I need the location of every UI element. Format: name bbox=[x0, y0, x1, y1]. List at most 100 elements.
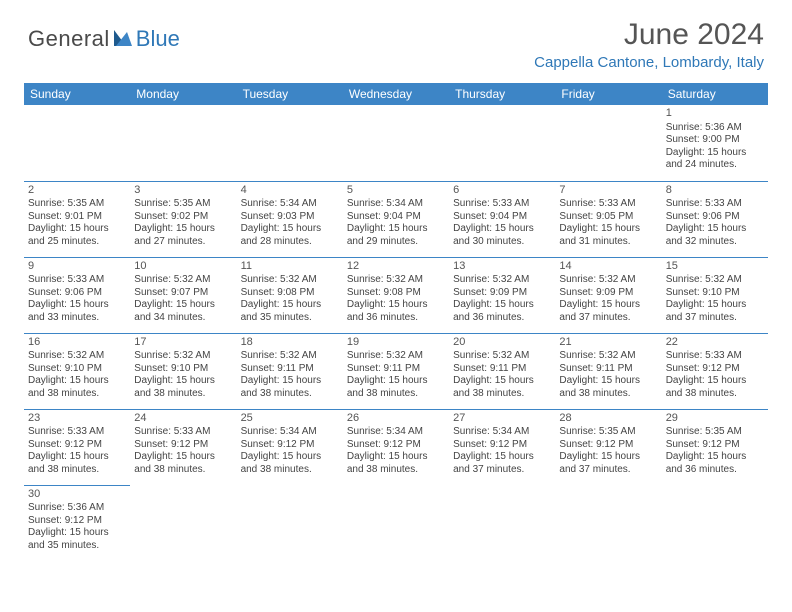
daylight-line-1: Daylight: 15 hours bbox=[241, 299, 339, 312]
calendar-cell bbox=[130, 105, 236, 181]
calendar-cell: 25Sunrise: 5:34 AMSunset: 9:12 PMDayligh… bbox=[237, 409, 343, 485]
sunset-line: Sunset: 9:12 PM bbox=[666, 439, 764, 452]
day-number: 22 bbox=[666, 336, 764, 350]
day-number: 14 bbox=[559, 260, 657, 274]
sunset-line: Sunset: 9:11 PM bbox=[559, 363, 657, 376]
sunrise-line: Sunrise: 5:32 AM bbox=[453, 274, 551, 287]
day-number: 11 bbox=[241, 260, 339, 274]
calendar-cell bbox=[237, 485, 343, 561]
daylight-line-2: and 36 minutes. bbox=[666, 464, 764, 477]
calendar-cell bbox=[343, 105, 449, 181]
sunrise-line: Sunrise: 5:36 AM bbox=[666, 122, 764, 135]
day-number: 1 bbox=[666, 107, 764, 121]
daylight-line-1: Daylight: 15 hours bbox=[347, 451, 445, 464]
calendar-cell bbox=[130, 485, 236, 561]
day-number: 13 bbox=[453, 260, 551, 274]
day-number: 10 bbox=[134, 260, 232, 274]
daylight-line-1: Daylight: 15 hours bbox=[241, 451, 339, 464]
daylight-line-2: and 32 minutes. bbox=[666, 236, 764, 249]
calendar-cell: 20Sunrise: 5:32 AMSunset: 9:11 PMDayligh… bbox=[449, 333, 555, 409]
daylight-line-2: and 30 minutes. bbox=[453, 236, 551, 249]
sunrise-line: Sunrise: 5:32 AM bbox=[241, 350, 339, 363]
brand-text-2: Blue bbox=[136, 26, 180, 52]
calendar-cell: 24Sunrise: 5:33 AMSunset: 9:12 PMDayligh… bbox=[130, 409, 236, 485]
calendar-cell: 14Sunrise: 5:32 AMSunset: 9:09 PMDayligh… bbox=[555, 257, 661, 333]
calendar-cell: 9Sunrise: 5:33 AMSunset: 9:06 PMDaylight… bbox=[24, 257, 130, 333]
sunset-line: Sunset: 9:12 PM bbox=[134, 439, 232, 452]
calendar-cell bbox=[237, 105, 343, 181]
day-number: 2 bbox=[28, 184, 126, 198]
daylight-line-1: Daylight: 15 hours bbox=[559, 299, 657, 312]
brand-text-1: General bbox=[28, 26, 110, 52]
daylight-line-1: Daylight: 15 hours bbox=[666, 451, 764, 464]
daylight-line-1: Daylight: 15 hours bbox=[134, 299, 232, 312]
calendar-cell bbox=[24, 105, 130, 181]
daylight-line-1: Daylight: 15 hours bbox=[28, 527, 126, 540]
location-subtitle: Cappella Cantone, Lombardy, Italy bbox=[534, 54, 764, 71]
day-number: 21 bbox=[559, 336, 657, 350]
day-number: 20 bbox=[453, 336, 551, 350]
daylight-line-2: and 38 minutes. bbox=[453, 388, 551, 401]
weekday-header: Tuesday bbox=[237, 83, 343, 105]
day-number: 9 bbox=[28, 260, 126, 274]
sunset-line: Sunset: 9:00 PM bbox=[666, 134, 764, 147]
sunset-line: Sunset: 9:09 PM bbox=[453, 287, 551, 300]
daylight-line-2: and 34 minutes. bbox=[134, 312, 232, 325]
day-number: 19 bbox=[347, 336, 445, 350]
day-number: 28 bbox=[559, 412, 657, 426]
daylight-line-1: Daylight: 15 hours bbox=[453, 451, 551, 464]
calendar-cell: 18Sunrise: 5:32 AMSunset: 9:11 PMDayligh… bbox=[237, 333, 343, 409]
weekday-header: Wednesday bbox=[343, 83, 449, 105]
sunset-line: Sunset: 9:10 PM bbox=[134, 363, 232, 376]
sunset-line: Sunset: 9:02 PM bbox=[134, 211, 232, 224]
sunset-line: Sunset: 9:01 PM bbox=[28, 211, 126, 224]
sunset-line: Sunset: 9:09 PM bbox=[559, 287, 657, 300]
calendar-header-row: SundayMondayTuesdayWednesdayThursdayFrid… bbox=[24, 83, 768, 105]
daylight-line-2: and 37 minutes. bbox=[559, 312, 657, 325]
calendar-cell: 7Sunrise: 5:33 AMSunset: 9:05 PMDaylight… bbox=[555, 181, 661, 257]
daylight-line-1: Daylight: 15 hours bbox=[134, 223, 232, 236]
sunset-line: Sunset: 9:10 PM bbox=[28, 363, 126, 376]
daylight-line-2: and 33 minutes. bbox=[28, 312, 126, 325]
weekday-header: Saturday bbox=[662, 83, 768, 105]
daylight-line-1: Daylight: 15 hours bbox=[347, 299, 445, 312]
daylight-line-1: Daylight: 15 hours bbox=[559, 375, 657, 388]
sunrise-line: Sunrise: 5:36 AM bbox=[28, 502, 126, 515]
sunset-line: Sunset: 9:10 PM bbox=[666, 287, 764, 300]
daylight-line-1: Daylight: 15 hours bbox=[559, 451, 657, 464]
daylight-line-1: Daylight: 15 hours bbox=[666, 299, 764, 312]
daylight-line-2: and 37 minutes. bbox=[559, 464, 657, 477]
sunrise-line: Sunrise: 5:33 AM bbox=[666, 198, 764, 211]
sunrise-line: Sunrise: 5:33 AM bbox=[134, 426, 232, 439]
day-number: 26 bbox=[347, 412, 445, 426]
day-number: 5 bbox=[347, 184, 445, 198]
daylight-line-2: and 38 minutes. bbox=[241, 388, 339, 401]
sunrise-line: Sunrise: 5:34 AM bbox=[347, 198, 445, 211]
day-number: 8 bbox=[666, 184, 764, 198]
daylight-line-1: Daylight: 15 hours bbox=[347, 375, 445, 388]
sunset-line: Sunset: 9:07 PM bbox=[134, 287, 232, 300]
sunrise-line: Sunrise: 5:35 AM bbox=[666, 426, 764, 439]
day-number: 23 bbox=[28, 412, 126, 426]
calendar-cell: 21Sunrise: 5:32 AMSunset: 9:11 PMDayligh… bbox=[555, 333, 661, 409]
calendar-cell bbox=[555, 485, 661, 561]
day-number: 24 bbox=[134, 412, 232, 426]
sunset-line: Sunset: 9:03 PM bbox=[241, 211, 339, 224]
daylight-line-2: and 35 minutes. bbox=[28, 540, 126, 553]
calendar-cell: 6Sunrise: 5:33 AMSunset: 9:04 PMDaylight… bbox=[449, 181, 555, 257]
daylight-line-2: and 25 minutes. bbox=[28, 236, 126, 249]
daylight-line-2: and 29 minutes. bbox=[347, 236, 445, 249]
sunrise-line: Sunrise: 5:34 AM bbox=[241, 198, 339, 211]
sunset-line: Sunset: 9:11 PM bbox=[453, 363, 551, 376]
sunrise-line: Sunrise: 5:34 AM bbox=[347, 426, 445, 439]
calendar-cell: 23Sunrise: 5:33 AMSunset: 9:12 PMDayligh… bbox=[24, 409, 130, 485]
day-number: 4 bbox=[241, 184, 339, 198]
calendar-cell: 22Sunrise: 5:33 AMSunset: 9:12 PMDayligh… bbox=[662, 333, 768, 409]
calendar-cell: 26Sunrise: 5:34 AMSunset: 9:12 PMDayligh… bbox=[343, 409, 449, 485]
day-number: 17 bbox=[134, 336, 232, 350]
sunset-line: Sunset: 9:08 PM bbox=[347, 287, 445, 300]
daylight-line-2: and 38 minutes. bbox=[134, 464, 232, 477]
weekday-header: Friday bbox=[555, 83, 661, 105]
calendar-cell: 13Sunrise: 5:32 AMSunset: 9:09 PMDayligh… bbox=[449, 257, 555, 333]
calendar-cell: 28Sunrise: 5:35 AMSunset: 9:12 PMDayligh… bbox=[555, 409, 661, 485]
